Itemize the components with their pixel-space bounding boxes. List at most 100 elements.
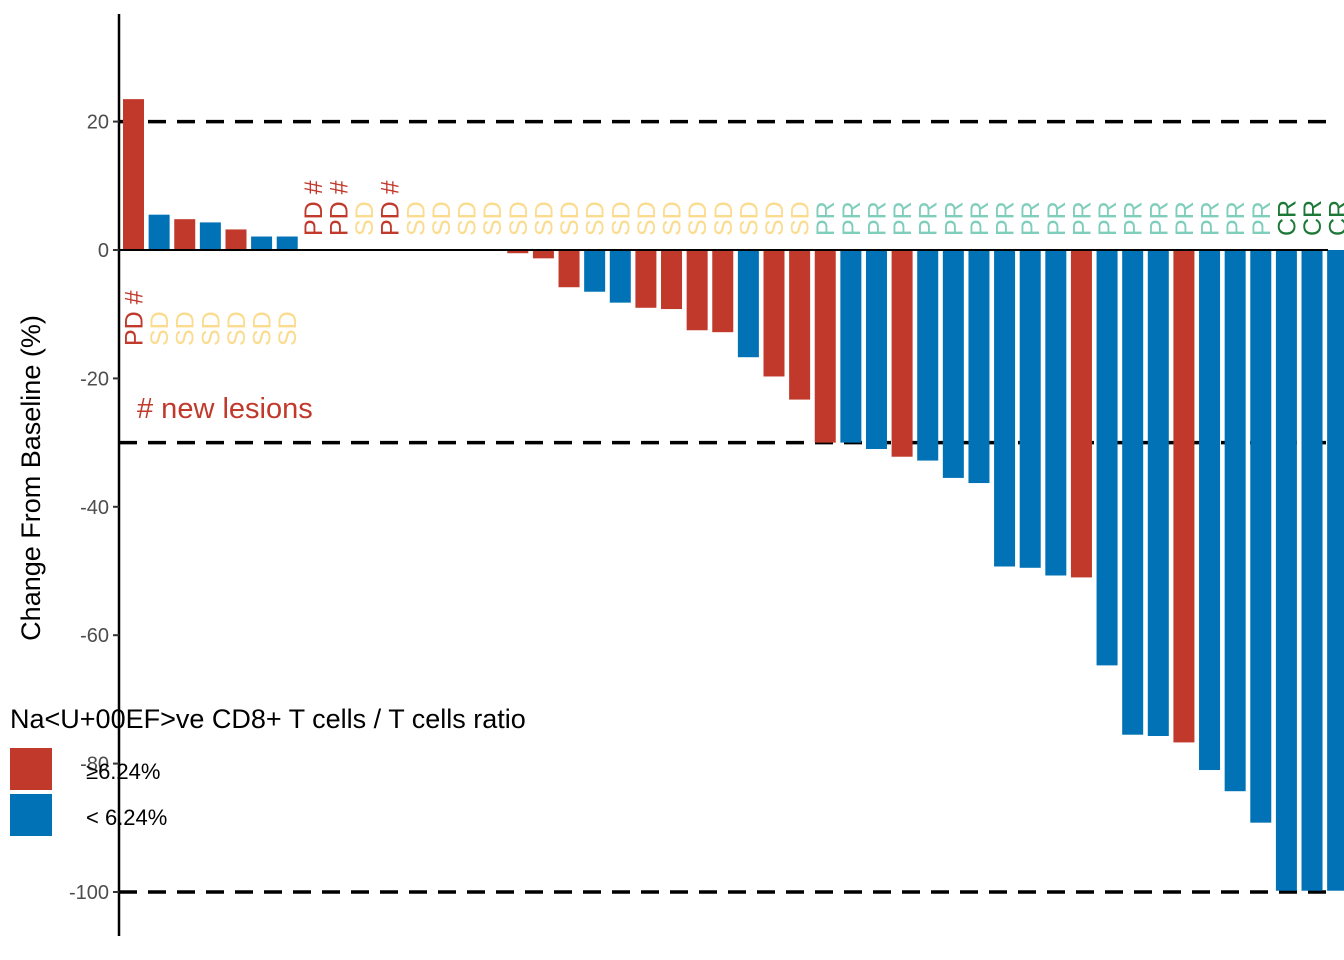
response-label: PR <box>1120 201 1148 236</box>
y-tick-label: 20 <box>87 112 109 134</box>
bar <box>1122 250 1144 735</box>
y-axis-title: Change From Baseline (%) <box>16 315 46 641</box>
response-label: SD <box>197 311 225 346</box>
bar <box>891 250 913 457</box>
response-label: SD <box>454 201 482 236</box>
response-label: SD <box>428 201 456 236</box>
bar <box>1250 250 1272 823</box>
legend-swatch-high <box>10 748 52 790</box>
bars <box>123 99 1344 891</box>
bar <box>199 222 221 250</box>
response-label: PR <box>1248 201 1276 236</box>
bar <box>558 250 580 288</box>
bar <box>814 250 836 443</box>
response-label: CR <box>1299 200 1327 236</box>
response-label: SD <box>787 201 815 236</box>
response-label: SD <box>530 201 558 236</box>
response-label: PD # <box>325 180 353 236</box>
response-label: SD <box>402 201 430 236</box>
bar <box>789 250 811 400</box>
response-label: PR <box>940 201 968 236</box>
response-label: SD <box>761 201 789 236</box>
bar <box>686 250 708 331</box>
y-tick-label: -20 <box>80 368 109 390</box>
response-label: PR <box>1197 201 1225 236</box>
legend-label-high: ≥6.24% <box>86 759 160 784</box>
bar <box>712 250 734 333</box>
response-label: SD <box>351 201 379 236</box>
legend-title: Na<U+00EF>ve CD8+ T cells / T cells rati… <box>10 704 526 734</box>
y-tick-label: 0 <box>98 240 109 262</box>
bar <box>1173 250 1195 743</box>
bar <box>1199 250 1221 771</box>
bar <box>1070 250 1092 578</box>
response-label: SD <box>223 311 251 346</box>
response-label: PR <box>1145 201 1173 236</box>
bar <box>584 250 606 292</box>
response-label: PR <box>1068 201 1096 236</box>
response-label: PD # <box>300 180 328 236</box>
bar <box>968 250 990 484</box>
response-label: CR <box>1325 200 1344 236</box>
response-label: PR <box>1222 201 1250 236</box>
bar <box>1019 250 1041 568</box>
response-label: CR <box>1273 200 1301 236</box>
response-label: PR <box>1094 201 1122 236</box>
response-label: PR <box>915 201 943 236</box>
response-label: PR <box>838 201 866 236</box>
bar <box>148 214 170 250</box>
bar <box>1096 250 1118 666</box>
reference-lines <box>119 119 1328 894</box>
bar <box>865 250 887 450</box>
response-label: SD <box>505 201 533 236</box>
response-label: PD # <box>377 180 405 236</box>
y-tick-label: -100 <box>69 882 109 904</box>
response-label: SD <box>556 201 584 236</box>
y-tick-label: -40 <box>80 497 109 519</box>
new-lesions-annotation: # new lesions <box>137 393 313 425</box>
response-label: PD # <box>121 290 149 346</box>
bar <box>1045 250 1067 576</box>
response-label: SD <box>479 201 507 236</box>
legend: Na<U+00EF>ve CD8+ T cells / T cells rati… <box>10 704 526 836</box>
response-label: SD <box>684 201 712 236</box>
response-label: PR <box>1043 201 1071 236</box>
response-label: SD <box>146 311 174 346</box>
bar <box>1301 250 1323 891</box>
bar <box>994 250 1016 567</box>
response-label: SD <box>249 311 277 346</box>
response-label: SD <box>710 201 738 236</box>
bar <box>609 250 631 303</box>
response-label: PR <box>1017 201 1045 236</box>
bar <box>276 236 298 250</box>
response-label: SD <box>659 201 687 236</box>
bar <box>532 250 554 259</box>
bar <box>1327 250 1344 891</box>
bar <box>123 99 144 250</box>
legend-label-low: < 6.24% <box>86 805 167 830</box>
response-label: SD <box>582 201 610 236</box>
legend-swatch-low <box>10 794 52 836</box>
response-label: PR <box>863 201 891 236</box>
bar <box>917 250 939 461</box>
bar <box>840 250 862 443</box>
bar <box>737 250 759 358</box>
bar <box>763 250 785 377</box>
bar <box>942 250 964 478</box>
bar <box>174 219 196 250</box>
response-label: PR <box>1171 201 1199 236</box>
response-label: PR <box>966 201 994 236</box>
response-label: PR <box>889 201 917 236</box>
response-label: PR <box>992 201 1020 236</box>
bar <box>507 250 529 254</box>
response-label: SD <box>633 201 661 236</box>
response-label: SD <box>274 311 302 346</box>
bar <box>251 236 273 250</box>
y-tick-label: -60 <box>80 625 109 647</box>
response-label: PR <box>812 201 840 236</box>
response-label: SD <box>735 201 763 236</box>
bar <box>1147 250 1169 736</box>
bar <box>1275 250 1297 891</box>
y-tick-label: -80 <box>80 754 109 776</box>
